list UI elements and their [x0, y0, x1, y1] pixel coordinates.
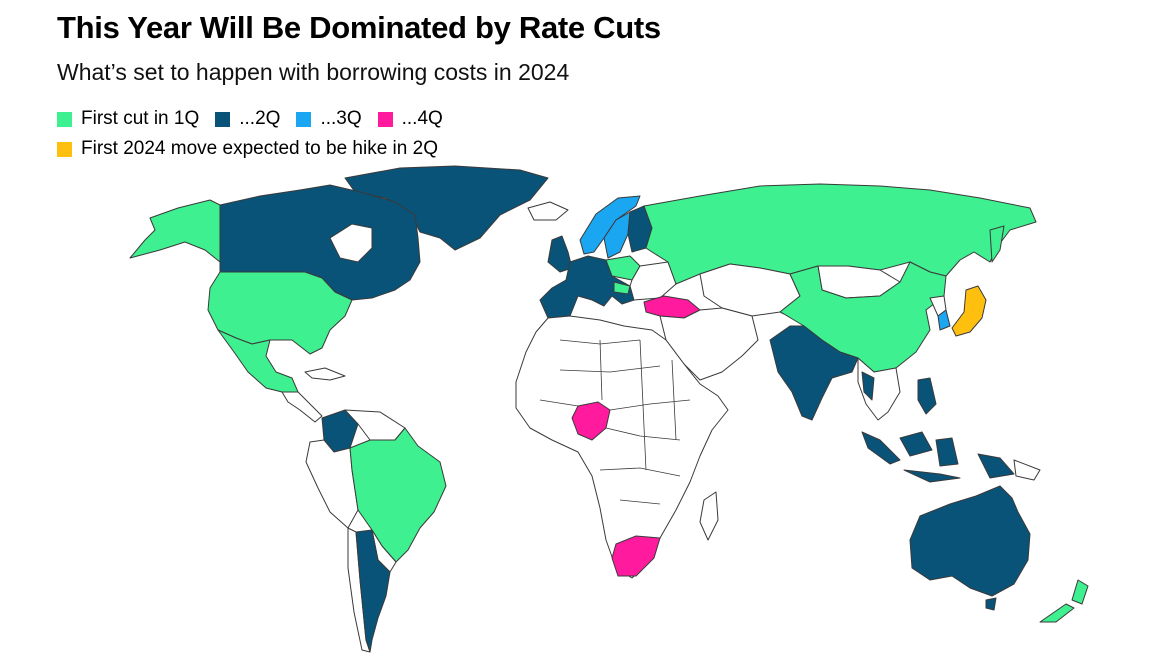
region-mexico [217, 329, 299, 393]
region-iceland [527, 201, 569, 221]
world-map [129, 165, 1089, 653]
region-madagascar [699, 491, 719, 541]
region-central-america [281, 391, 323, 423]
legend-item-1q: First cut in 1Q [57, 108, 199, 130]
legend: First cut in 1Q ...2Q ...3Q ...4Q First … [57, 104, 459, 164]
region-hungary [613, 281, 631, 295]
legend-label-4q: ...4Q [401, 108, 443, 129]
africa-borders [539, 339, 691, 505]
legend-row-1: First cut in 1Q ...2Q ...3Q ...4Q [57, 104, 459, 134]
chart-subtitle: What’s set to happen with borrowing cost… [57, 59, 570, 85]
region-tasmania [985, 597, 997, 611]
region-china [779, 261, 947, 373]
region-new-zealand [1039, 579, 1089, 623]
region-kamchatka [989, 225, 1005, 263]
legend-label-1q: First cut in 1Q [81, 108, 200, 129]
region-cuba [304, 367, 346, 381]
legend-swatch-4q [377, 111, 393, 127]
region-alaska [129, 199, 221, 263]
region-argentina [355, 529, 391, 653]
region-south-africa [611, 535, 661, 577]
legend-item-4q: ...4Q [377, 108, 443, 130]
region-brazil [349, 427, 447, 563]
legend-label-2q: ...2Q [239, 108, 281, 129]
region-united-states [207, 271, 353, 355]
legend-item-hike: First 2024 move expected to be hike in 2… [57, 138, 438, 160]
legend-label-hike: First 2024 move expected to be hike in 2… [81, 138, 438, 159]
legend-swatch-2q [215, 111, 231, 127]
region-united-kingdom [547, 235, 573, 273]
chart-title: This Year Will Be Dominated by Rate Cuts [57, 10, 661, 45]
region-philippines [917, 377, 937, 415]
legend-swatch-1q [57, 111, 72, 127]
region-norway [579, 195, 641, 255]
region-australia [909, 485, 1031, 597]
legend-swatch-hike [57, 141, 72, 157]
region-south-korea [937, 309, 951, 331]
legend-swatch-3q [296, 111, 312, 127]
legend-row-2: First 2024 move expected to be hike in 2… [57, 134, 459, 164]
legend-item-2q: ...2Q [215, 108, 280, 130]
region-southeast-asia [857, 357, 901, 421]
region-papua-new-guinea [1013, 459, 1041, 481]
region-hudson-bay [329, 223, 373, 263]
region-nigeria [571, 401, 611, 441]
region-thailand [861, 371, 875, 401]
region-indonesia [861, 431, 1015, 483]
legend-item-3q: ...3Q [296, 108, 362, 130]
legend-label-3q: ...3Q [320, 108, 362, 129]
region-japan [951, 285, 987, 337]
region-india [769, 325, 859, 421]
